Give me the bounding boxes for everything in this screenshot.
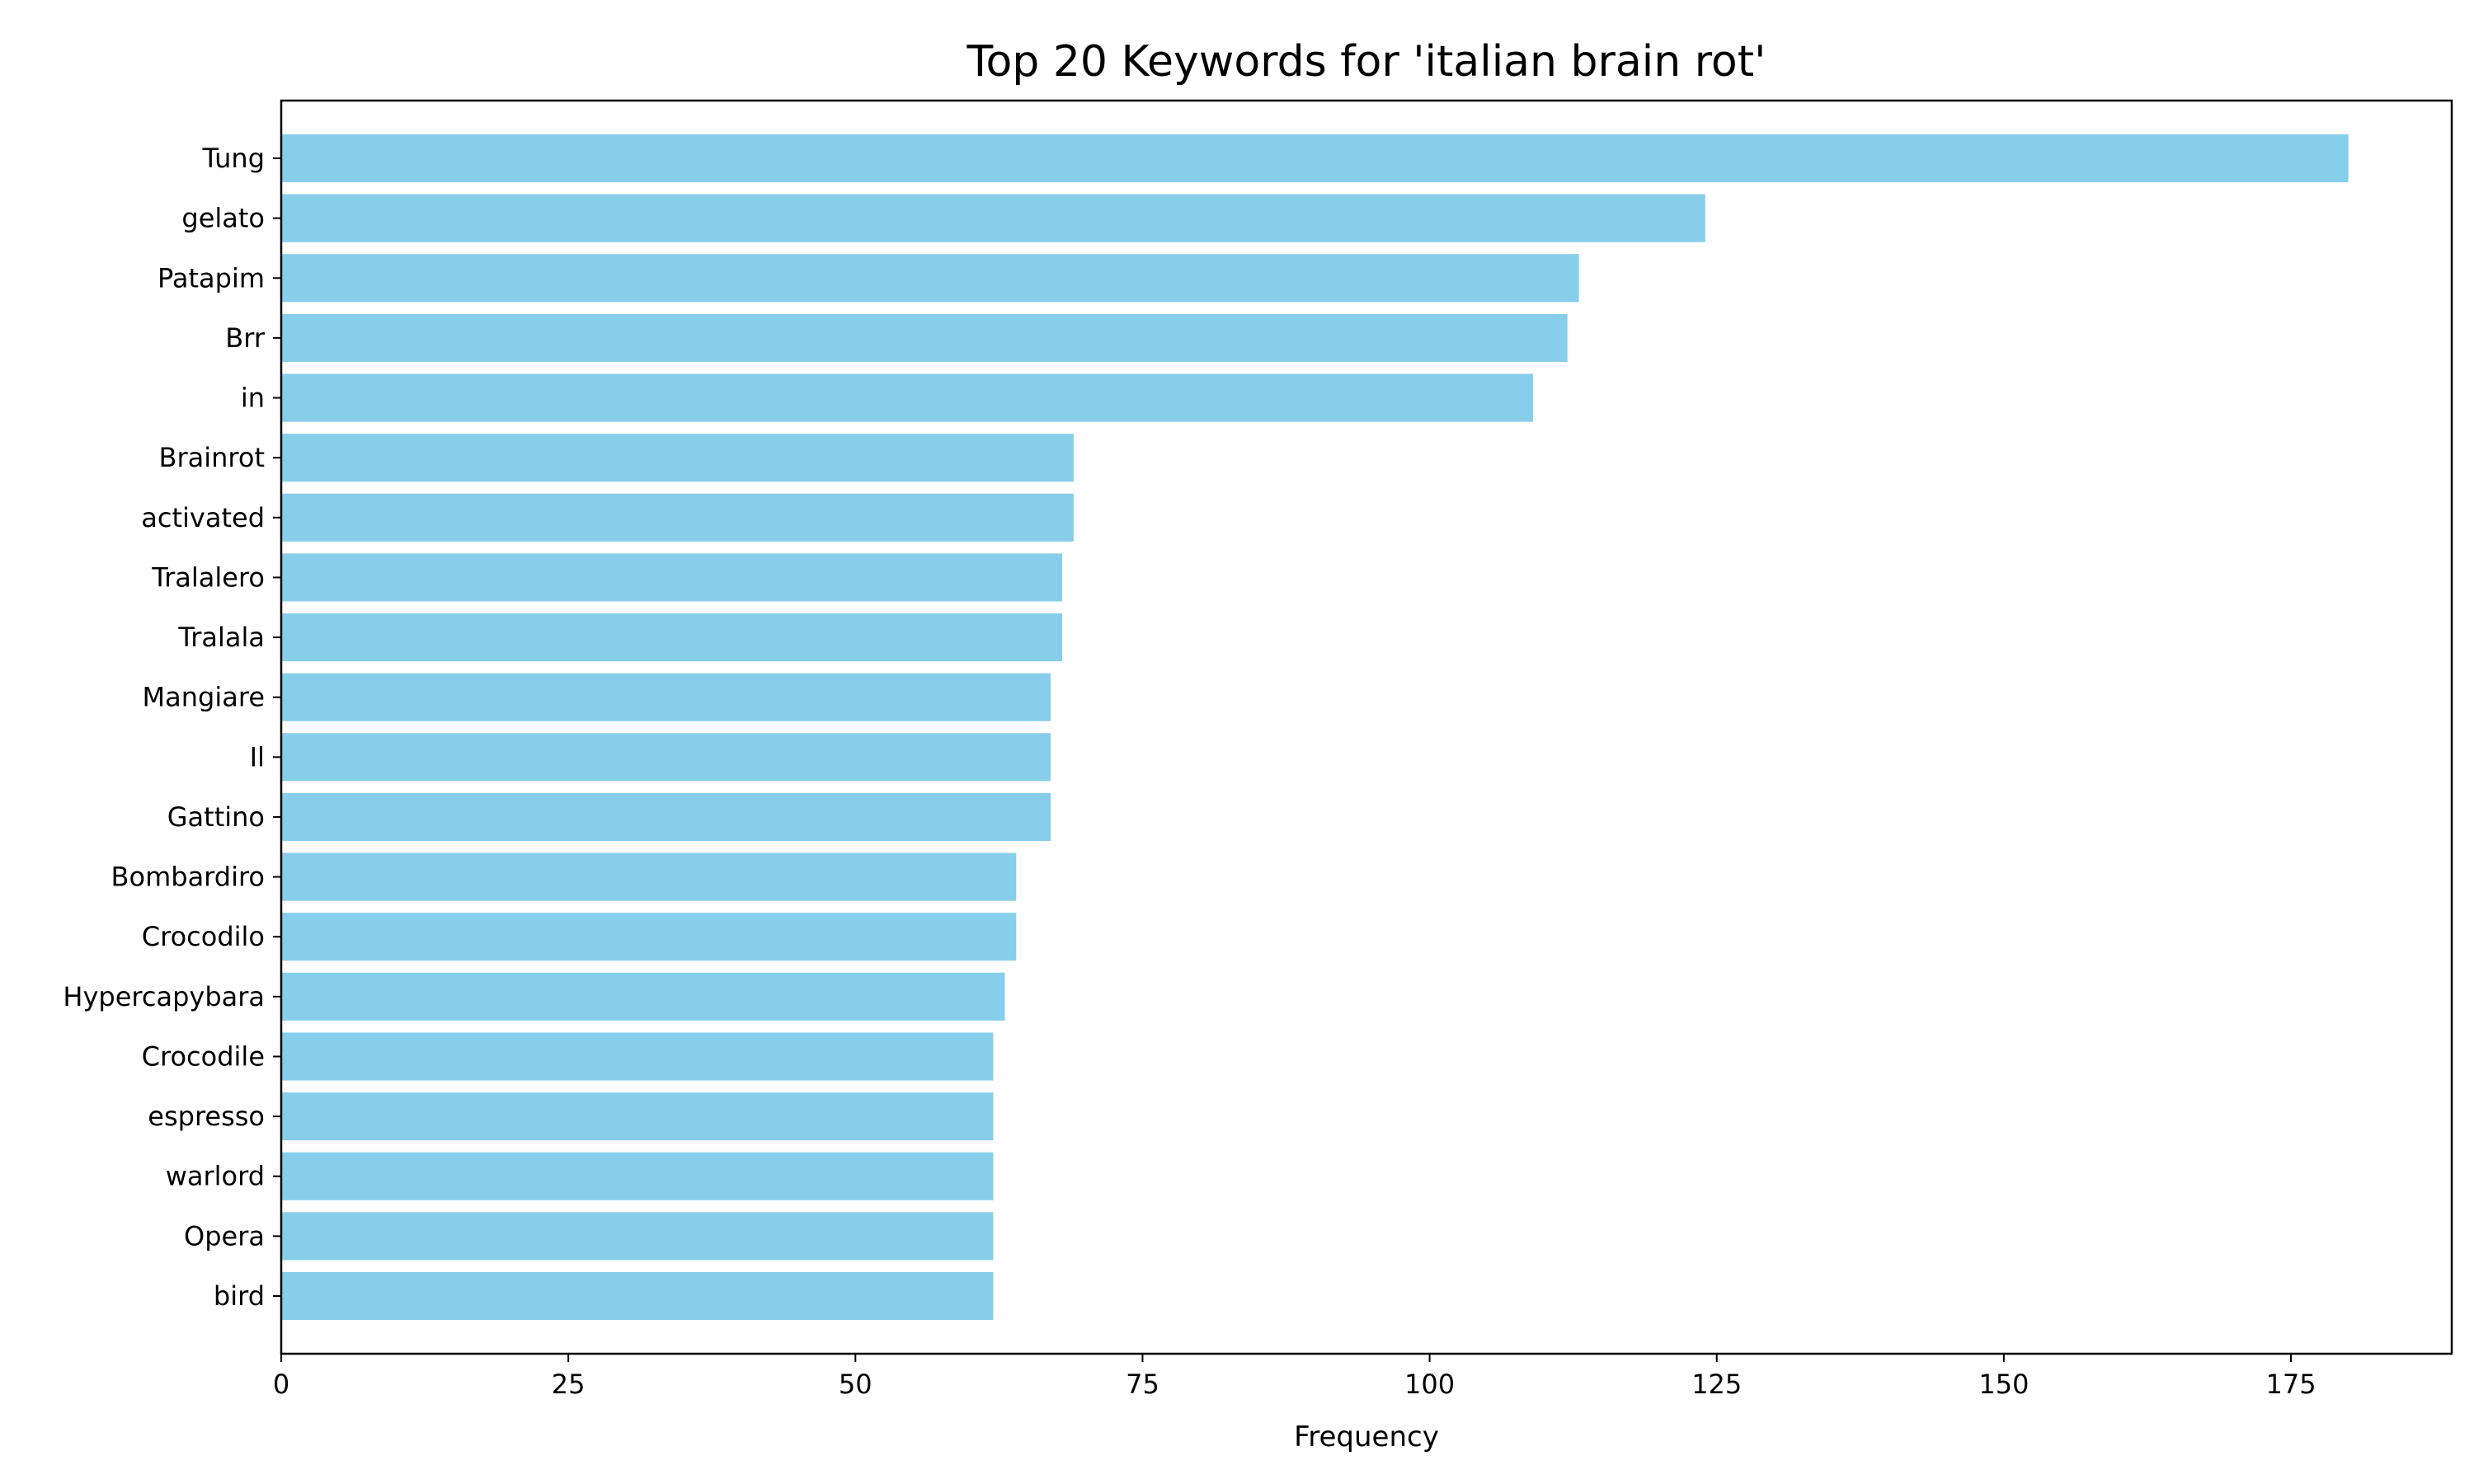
y-tick-label: Il xyxy=(250,741,265,773)
y-tick-label: Hypercapybara xyxy=(63,981,265,1012)
bar-brainrot xyxy=(281,434,1074,482)
bar-bird xyxy=(281,1271,994,1321)
bar-mangiare xyxy=(281,673,1051,721)
bar-il xyxy=(281,733,1051,782)
y-ticks: Tung gelato Patapim Brr in Brainrot activated T… xyxy=(63,143,281,1312)
bar-tung xyxy=(281,134,2349,183)
y-tick-label: Gattino xyxy=(167,801,265,833)
x-tick-label: 175 xyxy=(2265,1369,2316,1400)
y-tick-label: warlord xyxy=(166,1161,265,1192)
y-tick-label: in xyxy=(241,383,265,414)
bar-espresso xyxy=(281,1092,994,1141)
x-tick-label: 25 xyxy=(552,1369,586,1400)
bar-crocodile xyxy=(281,1032,994,1081)
y-tick-label: Crocodilo xyxy=(142,921,265,952)
x-tick-label: 50 xyxy=(839,1369,872,1400)
x-tick-label: 125 xyxy=(1691,1369,1742,1400)
x-tick-label: 150 xyxy=(1978,1369,2029,1400)
plot-frame xyxy=(280,99,2453,1355)
x-ticks: 0 25 50 75 100 125 150 175 xyxy=(273,1354,2316,1400)
bar-crocodilo xyxy=(281,913,1017,961)
y-tick-label: Bombardiro xyxy=(111,862,265,893)
y-tick-label: Opera xyxy=(184,1220,265,1252)
y-tick-label: espresso xyxy=(148,1101,265,1132)
y-tick-label: Tralalero xyxy=(151,561,265,593)
y-tick-label: activated xyxy=(141,502,265,533)
chart-title: Top 20 Keywords for 'italian brain rot' xyxy=(967,37,1766,87)
y-tick-label: Tralala xyxy=(177,622,265,653)
bar-bombardiro xyxy=(281,852,1017,901)
y-tick-label: Tung xyxy=(201,143,265,174)
bar-in xyxy=(281,373,1533,422)
x-tick-label: 75 xyxy=(1126,1369,1159,1400)
y-tick-label: Patapim xyxy=(158,262,265,294)
bar-brr xyxy=(281,313,1568,362)
x-tick-label: 100 xyxy=(1404,1369,1455,1400)
bar-patapim xyxy=(281,254,1579,303)
bar-opera xyxy=(281,1212,994,1261)
bar-tralalero xyxy=(281,553,1062,602)
bars-layer xyxy=(281,134,2349,1321)
x-tick-label: 0 xyxy=(273,1369,289,1400)
bar-tralala xyxy=(281,613,1062,662)
y-tick-label: Brainrot xyxy=(159,442,265,473)
bar-gattino xyxy=(281,792,1051,841)
y-tick-label: gelato xyxy=(181,203,265,234)
y-tick-label: Brr xyxy=(225,322,266,354)
bar-hypercapybara xyxy=(281,972,1005,1021)
y-tick-label: Crocodile xyxy=(142,1040,265,1072)
bar-gelato xyxy=(281,194,1705,242)
bar-activated xyxy=(281,493,1074,542)
x-axis-label: Frequency xyxy=(1294,1421,1439,1453)
bar-warlord xyxy=(281,1152,994,1200)
y-tick-label: bird xyxy=(214,1280,265,1312)
y-tick-label: Mangiare xyxy=(143,682,265,713)
